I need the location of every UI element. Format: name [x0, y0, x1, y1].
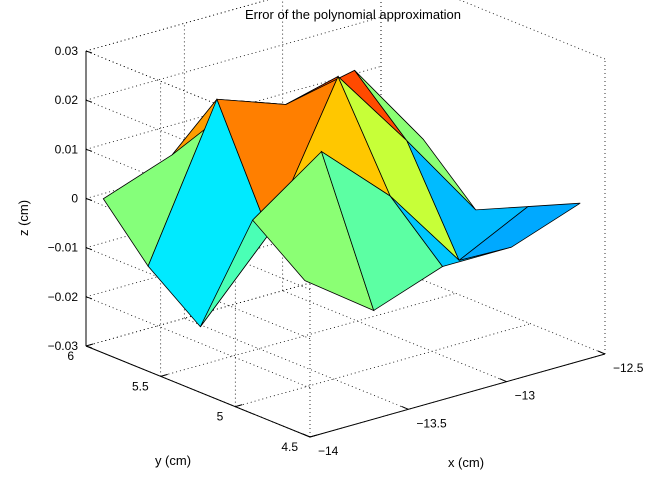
y-tick-label: 6 [67, 349, 74, 363]
z-tick-mark [85, 50, 93, 54]
tick-labels: −0.03 −0.02 −0.01 0 0.01 0.02 0.03 4.5 5 5.5 6 −14 −… [48, 44, 644, 458]
z-tick-label: −0.02 [48, 290, 79, 304]
chart-title: Error of the polynomial approximation [245, 7, 461, 22]
surface-face [458, 202, 581, 261]
grid-x-floor [184, 317, 409, 410]
y-tick-mark [85, 343, 94, 347]
x-tick-label: −13.5 [416, 416, 447, 430]
z-tick-mark [85, 345, 93, 349]
y-axis-label: y (cm) [155, 453, 191, 468]
z-tick-mark [85, 148, 93, 152]
z-axis-label: z (cm) [16, 200, 31, 236]
surface-mesh [102, 69, 581, 328]
x-tick-mark [302, 433, 311, 438]
x-tick-label: −13 [515, 389, 536, 403]
z-tick-label: 0.01 [55, 142, 79, 156]
x-axis-label: x (cm) [448, 455, 484, 470]
grid-z-left [85, 296, 311, 389]
grid-x-floor [380, 262, 606, 355]
x-tick-mark [597, 350, 606, 355]
z-tick-label: −0.03 [48, 339, 79, 353]
z-tick-mark [85, 99, 93, 103]
axes-box-front [85, 50, 606, 438]
right-edge-top [458, 0, 606, 60]
grid-x-floor [282, 290, 507, 383]
z-tick-label: 0.03 [55, 44, 79, 58]
x-axis-line [309, 353, 606, 438]
y-tick-label: 4.5 [281, 440, 298, 454]
y-tick-mark [235, 404, 243, 408]
x-tick-label: −12.5 [613, 361, 644, 375]
y-tick-mark [160, 373, 168, 377]
y-tick-label: 5.5 [132, 379, 149, 393]
z-tick-label: −0.01 [48, 241, 79, 255]
y-tick-label: 5 [217, 410, 224, 424]
z-tick-mark [85, 198, 93, 201]
x-tick-label: −14 [318, 444, 339, 458]
z-tick-mark [85, 247, 93, 251]
z-tick-mark [85, 296, 93, 300]
y-tick-mark [309, 434, 318, 438]
y-axis-line [85, 345, 311, 438]
grid-y-floor [235, 323, 531, 408]
x-tick-mark [499, 378, 507, 383]
x-tick-mark [401, 405, 409, 410]
z-tick-label: 0 [71, 192, 78, 206]
z-tick-label: 0.02 [55, 93, 79, 107]
